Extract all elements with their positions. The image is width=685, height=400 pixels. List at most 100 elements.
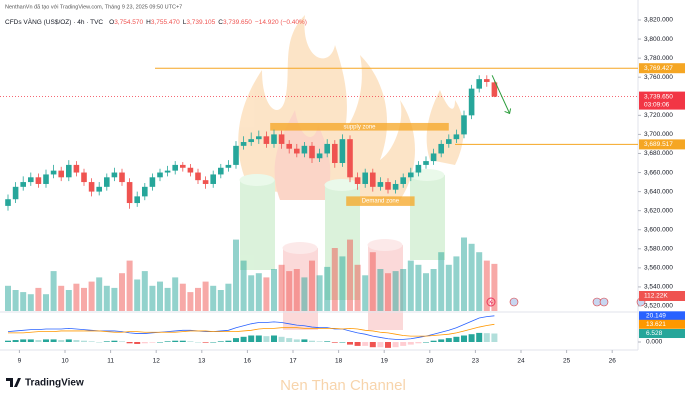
volume-bar xyxy=(119,273,125,311)
y-tick-label: 3,780.000 xyxy=(644,55,673,62)
volume-bar xyxy=(111,287,118,311)
candle-body xyxy=(271,134,277,144)
volume-bar xyxy=(65,290,72,311)
volume-bar xyxy=(240,260,247,311)
candle-body xyxy=(301,145,308,154)
volume-bar xyxy=(339,256,346,311)
volume-bar xyxy=(461,237,467,311)
candle-body xyxy=(392,183,399,190)
macd-hist xyxy=(248,335,255,342)
volume-label-box xyxy=(639,291,685,301)
volume-bar xyxy=(81,287,87,311)
macd-hist xyxy=(354,342,361,346)
volume-bar xyxy=(400,269,407,311)
macd-hist xyxy=(217,341,224,342)
macd-hist xyxy=(58,340,65,342)
macd-hist xyxy=(43,339,49,342)
candle-body xyxy=(66,164,72,178)
x-tick-label: 11 xyxy=(107,358,114,365)
macd-hist xyxy=(233,338,239,342)
price-label-box xyxy=(639,139,685,150)
candle-body xyxy=(400,177,406,184)
x-tick-label: 20 xyxy=(426,358,434,365)
volume-bar xyxy=(476,252,483,311)
arrow xyxy=(491,75,511,114)
overlay-art xyxy=(238,15,464,330)
volume-bar xyxy=(88,281,95,311)
macd-hist xyxy=(316,341,323,342)
volume-bar xyxy=(286,271,293,311)
zone-label: Demand zone xyxy=(362,199,400,205)
candle-body xyxy=(20,182,26,187)
macd-hist xyxy=(377,342,384,348)
macd-hist xyxy=(149,342,156,343)
cylinder xyxy=(410,175,445,260)
macd-hist xyxy=(369,342,376,348)
volume-bar xyxy=(43,294,49,311)
macd-hist xyxy=(347,342,353,345)
macd-hist xyxy=(210,342,217,343)
candle-body xyxy=(35,177,42,184)
y-tick-label: 3,820.000 xyxy=(644,17,673,24)
y-tick-label: 3,620.000 xyxy=(644,207,673,214)
macd-hist xyxy=(255,335,262,342)
x-tick-label: 17 xyxy=(289,358,297,365)
candle-body xyxy=(142,186,148,197)
candle-body xyxy=(28,177,34,183)
volume-bar xyxy=(58,285,65,311)
candle-body xyxy=(180,164,186,168)
volume-bar xyxy=(126,260,133,311)
volume-bar xyxy=(309,260,315,311)
y-tick-label: 3,720.000 xyxy=(644,112,673,119)
candle-body xyxy=(278,134,285,144)
candle-body xyxy=(354,177,361,184)
logo-text: TradingView xyxy=(25,378,84,389)
macd-hist xyxy=(453,336,460,342)
macd-hist xyxy=(119,341,125,342)
macd-hist xyxy=(172,340,179,342)
macd-hist xyxy=(195,342,201,343)
candle-body xyxy=(157,172,163,178)
macd-hist xyxy=(407,342,414,345)
candle-body xyxy=(415,164,422,173)
candle-body xyxy=(58,170,64,178)
candle-body xyxy=(149,177,156,187)
countdown: 03:09:06 xyxy=(644,101,670,108)
candle-body xyxy=(430,153,437,162)
macd-hist xyxy=(225,340,232,342)
price-label: 3,769.427 xyxy=(644,65,673,72)
candle-body xyxy=(316,153,323,159)
ohlc-value: 3,739.105 xyxy=(186,19,215,26)
volume-bar xyxy=(141,271,148,311)
candle-body xyxy=(408,172,414,178)
logo: TradingView xyxy=(6,378,84,389)
volume-bar xyxy=(195,287,201,311)
macd-hist xyxy=(445,338,452,342)
candle-body xyxy=(362,172,368,184)
macd-hist xyxy=(111,340,118,342)
macd-hist xyxy=(301,339,308,342)
volume-bar xyxy=(369,252,376,311)
macd-hist xyxy=(81,340,87,342)
arrow-head xyxy=(504,108,512,115)
x-tick-label: 10 xyxy=(61,358,69,365)
macd-hist xyxy=(126,342,133,344)
signal-line xyxy=(8,323,495,337)
y-tick-label: 3,560.000 xyxy=(644,265,673,272)
volume-bar xyxy=(278,264,285,311)
macd-hist xyxy=(309,340,315,342)
macd-hist xyxy=(263,336,270,342)
volume-bar xyxy=(316,275,323,311)
candle-body xyxy=(256,136,262,140)
volume-bar xyxy=(407,260,414,311)
macd-hist xyxy=(240,336,247,342)
macd-label-box xyxy=(639,311,685,321)
volume-bar xyxy=(187,292,194,311)
candle-body xyxy=(385,182,391,190)
macd-hist xyxy=(339,342,346,343)
zone xyxy=(270,122,449,131)
macd-tick-label: 0.000 xyxy=(646,339,663,346)
volume-bar xyxy=(164,287,171,311)
cylinder-top xyxy=(239,174,275,186)
volume-bar xyxy=(430,269,437,311)
